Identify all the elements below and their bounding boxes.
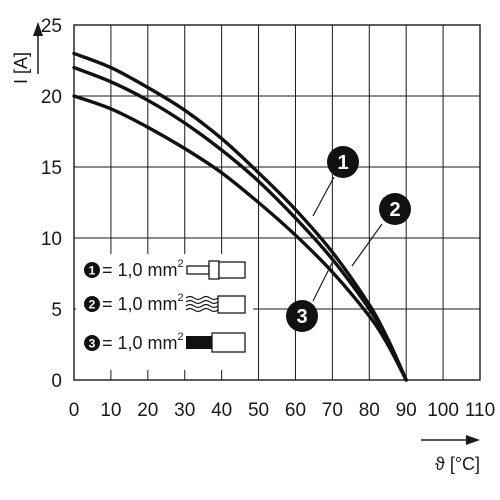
marker-badge-2-number: 2 — [389, 199, 400, 221]
marker-badge-2 — [379, 193, 411, 225]
x-tick-label: 60 — [285, 400, 306, 421]
series-line-1 — [72, 51, 408, 382]
x-tick-label: 20 — [137, 400, 158, 421]
legend-badge-1-number: 1 — [89, 264, 96, 278]
legend-label-1: = 1,0 mm2 — [102, 258, 184, 280]
solid-conductor-icon — [186, 260, 246, 280]
x-tick-label: 10 — [100, 400, 121, 421]
curve-marker-1: 1 — [312, 146, 359, 217]
legend-item-2: 2 = 1,0 mm2 — [84, 292, 246, 314]
y-tick-label: 0 — [51, 371, 62, 392]
y-tick-label: 25 — [41, 16, 62, 37]
leader-line-1 — [312, 176, 335, 217]
marker-badge-1-number: 1 — [337, 152, 348, 174]
y-axis-title-group: I [A] — [11, 22, 43, 84]
curve-marker-2: 2 — [351, 193, 411, 267]
x-tick-label: 30 — [174, 400, 195, 421]
legend-badge-2-number: 2 — [89, 298, 96, 312]
series-line-2 — [72, 65, 408, 382]
y-tick-label: 15 — [41, 158, 62, 179]
ferrule-conductor-icon — [186, 332, 246, 353]
legend-label-2: = 1,0 mm2 — [102, 292, 184, 314]
series-lines — [72, 51, 408, 382]
legend-item-3: 3 = 1,0 mm2 — [84, 331, 246, 353]
marker-badge-3 — [286, 300, 318, 332]
leader-line-3 — [312, 260, 334, 302]
legend-label-3: = 1,0 mm2 — [102, 331, 184, 353]
x-tick-label: 100 — [427, 400, 459, 421]
legend-item-1: 1 = 1,0 mm2 — [84, 258, 246, 280]
curve-marker-3: 3 — [286, 260, 334, 332]
legend-badge-3-number: 3 — [89, 337, 96, 351]
x-tick-label: 50 — [248, 400, 269, 421]
y-tick-labels: 0 5 10 15 20 25 — [41, 16, 62, 392]
legend-badge-2 — [84, 296, 100, 312]
x-tick-label: 0 — [69, 400, 80, 421]
leader-line-2 — [351, 223, 383, 267]
x-tick-label: 90 — [396, 400, 417, 421]
x-tick-label: 110 — [465, 400, 495, 421]
series-line-3 — [72, 94, 408, 382]
legend-badge-1 — [84, 262, 100, 278]
x-tick-labels: 0 10 20 30 40 50 60 70 80 90 100 110 — [69, 400, 495, 421]
y-axis-title: I [A] — [11, 52, 31, 84]
x-axis-title: ϑ [°C] — [435, 454, 480, 474]
x-tick-label: 40 — [211, 400, 232, 421]
y-tick-label: 20 — [41, 87, 62, 108]
y-tick-label: 5 — [51, 300, 62, 321]
x-tick-label: 70 — [322, 400, 343, 421]
y-tick-label: 10 — [41, 229, 62, 250]
plot-frame — [73, 24, 481, 381]
x-axis-arrow-head — [466, 435, 480, 445]
y-axis-arrow-head — [33, 22, 43, 36]
x-tick-label: 80 — [359, 400, 380, 421]
marker-badge-3-number: 3 — [296, 306, 307, 328]
x-axis-title-group: ϑ [°C] — [421, 435, 480, 474]
legend: 1 = 1,0 mm2 2 = 1,0 mm2 3 — [76, 254, 253, 370]
legend-badge-3 — [84, 335, 100, 351]
marker-badge-1 — [327, 146, 359, 178]
stranded-conductor-icon — [185, 295, 246, 314]
